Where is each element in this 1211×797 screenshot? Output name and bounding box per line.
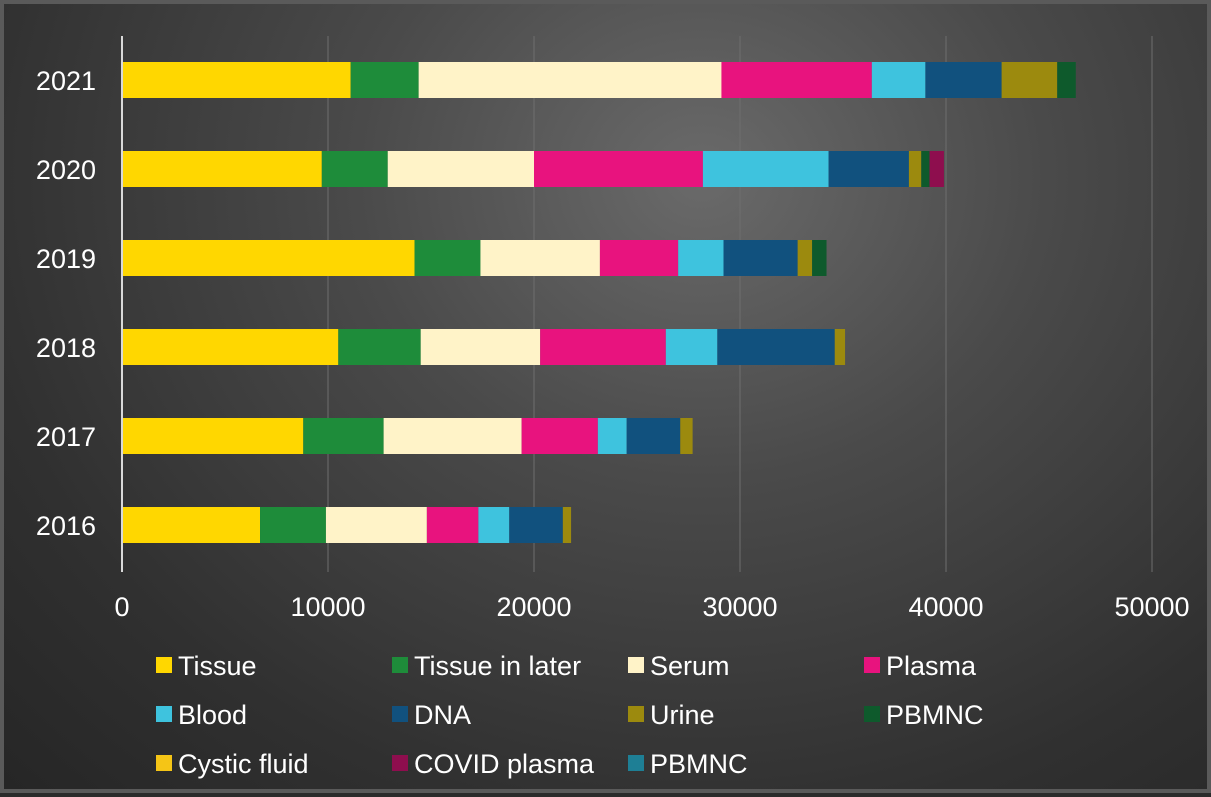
bar-segment [303, 418, 384, 454]
legend-swatch [864, 706, 880, 722]
bar-segment [680, 418, 693, 454]
bar-segment [122, 418, 304, 454]
bar-segment [921, 151, 930, 187]
legend-label: Tissue [178, 651, 257, 681]
y-tick-labels: 2021 2020 2019 2018 2017 2016 [36, 66, 96, 541]
bar-segment [678, 240, 724, 276]
chart-canvas: 2021 2020 2019 2018 2017 2016 0 10000 20000 3000… [36, 36, 1190, 779]
legend-swatch [628, 657, 644, 673]
bar-segment [387, 151, 534, 187]
x-tick-labels: 0 10000 20000 30000 40000 50000 [114, 592, 1189, 622]
bar-segment [534, 151, 703, 187]
legend-label: Serum [650, 651, 730, 681]
legend-swatch [156, 706, 172, 722]
x-tick-label: 30000 [702, 592, 777, 622]
bar-segment [420, 329, 541, 365]
y-tick-label: 2018 [36, 333, 96, 363]
x-tick-label: 40000 [908, 592, 983, 622]
bar-segment [828, 151, 909, 187]
legend-swatch [628, 706, 644, 722]
bar-segment [797, 240, 813, 276]
bar-segment [626, 418, 681, 454]
legend-swatch [392, 657, 408, 673]
bar-segment [665, 329, 718, 365]
bar-segment [871, 62, 926, 98]
bar-segment [383, 418, 522, 454]
bar-segment [908, 151, 922, 187]
bar-segment [599, 240, 679, 276]
bar-segment [723, 240, 798, 276]
y-tick-label: 2017 [36, 422, 96, 452]
bars [122, 62, 1076, 543]
y-tick-label: 2019 [36, 244, 96, 274]
legend-label: Tissue in later [414, 651, 581, 681]
y-tick-label: 2020 [36, 155, 96, 185]
bar-segment [480, 240, 600, 276]
legend-swatch [156, 657, 172, 673]
legend: Tissue Tissue in later Serum Plasma Blood DNA… [156, 651, 984, 779]
x-tick-label: 0 [114, 592, 129, 622]
x-tick-label: 20000 [496, 592, 571, 622]
legend-label: Plasma [886, 651, 977, 681]
y-tick-label: 2021 [36, 66, 96, 96]
bar-segment [925, 62, 1002, 98]
legend-swatch [628, 755, 644, 771]
bar-segment [414, 240, 481, 276]
legend-swatch [392, 706, 408, 722]
legend-label: Urine [650, 700, 715, 730]
bar-segment [122, 507, 261, 543]
bar-segment [562, 507, 572, 543]
legend-swatch [392, 755, 408, 771]
bar-segment [1001, 62, 1058, 98]
x-tick-label: 50000 [1114, 592, 1189, 622]
gridlines [327, 36, 1153, 572]
bar-segment [929, 151, 944, 187]
bar-segment [702, 151, 829, 187]
bar-segment [418, 62, 722, 98]
x-tick-label: 10000 [290, 592, 365, 622]
y-tick-label: 2016 [36, 511, 96, 541]
bar-segment [338, 329, 421, 365]
bar-segment [122, 329, 339, 365]
bar-segment [122, 151, 322, 187]
bar-segment [540, 329, 666, 365]
bar-segment [834, 329, 846, 365]
bar-segment [260, 507, 326, 543]
legend-label: COVID plasma [414, 749, 595, 779]
bar-segment [426, 507, 479, 543]
bar-segment [350, 62, 419, 98]
legend-label: DNA [414, 700, 471, 730]
legend-label: Cystic fluid [178, 749, 309, 779]
bar-segment [1057, 62, 1076, 98]
legend-swatch [156, 755, 172, 771]
bar-segment [717, 329, 835, 365]
legend-swatch [864, 657, 880, 673]
bar-segment [597, 418, 627, 454]
bar-segment [122, 240, 415, 276]
bar-segment [321, 151, 388, 187]
bar-segment [122, 62, 351, 98]
legend-label: PBMNC [886, 700, 984, 730]
bar-segment [812, 240, 827, 276]
bar-segment [325, 507, 427, 543]
legend-label: PBMNC [650, 749, 748, 779]
bar-segment [721, 62, 872, 98]
bar-segment [521, 418, 598, 454]
bar-segment [478, 507, 510, 543]
bar-segment [509, 507, 563, 543]
legend-label: Blood [178, 700, 247, 730]
